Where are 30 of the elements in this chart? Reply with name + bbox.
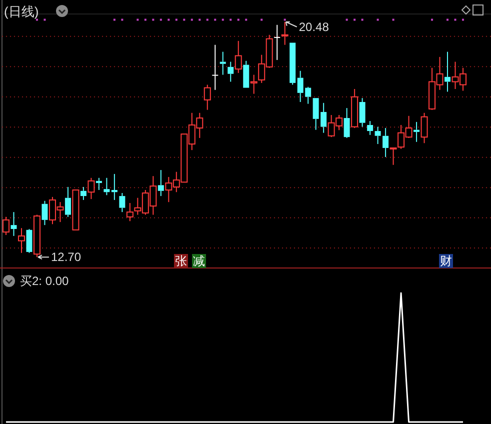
candlestick [374,126,381,145]
candlestick [18,228,25,254]
chart-title: (日线) [4,4,39,19]
candlestick [111,173,118,200]
candlestick [359,98,366,128]
candlestick [281,21,288,46]
candlestick [414,121,420,142]
candlestick [382,128,389,158]
candlestick [119,192,126,213]
candlestick [228,61,234,82]
candlestick [274,24,280,60]
chart-title: 买2: 0.00 [20,274,70,288]
annotation: 20.48 [298,20,330,34]
annotation: 张 [175,254,187,268]
candlestick [26,228,32,254]
candlestick [344,108,350,138]
candlestick [104,177,110,196]
candlestick [158,170,164,197]
candlestick [367,120,374,136]
candlestick [64,186,71,218]
candlestick [96,177,102,190]
annotation: 减 [193,254,205,268]
candlestick [80,186,86,200]
candlestick [10,212,17,236]
candlestick [212,44,218,90]
candlestick [444,51,451,92]
candlestick [220,51,226,76]
annotation: 12.70 [50,250,82,264]
annotation: 财 [440,254,452,268]
candlestick [42,200,48,226]
